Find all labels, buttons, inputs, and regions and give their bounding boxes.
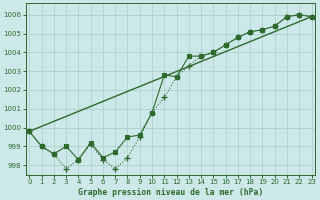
X-axis label: Graphe pression niveau de la mer (hPa): Graphe pression niveau de la mer (hPa) <box>78 188 263 197</box>
